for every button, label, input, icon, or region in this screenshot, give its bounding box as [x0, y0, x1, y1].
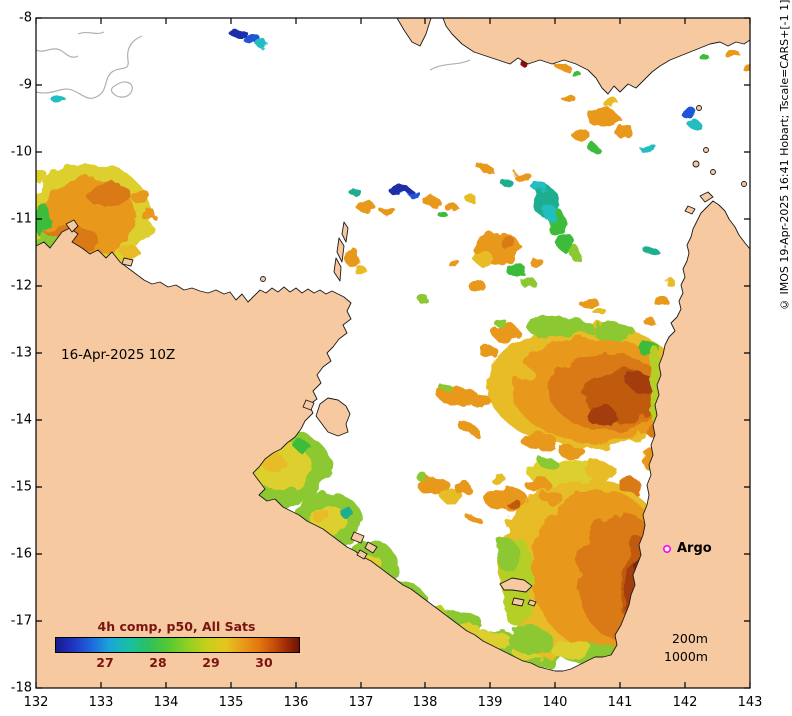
sst-region-gulf-mid: [416, 385, 555, 521]
x-tick-label: 137: [348, 695, 374, 710]
y-tick-label: -14: [10, 412, 32, 428]
x-tick-label: 139: [477, 695, 503, 710]
x-tick-label: 140: [542, 695, 568, 710]
x-tick-label: 142: [672, 695, 698, 710]
colorbar-tick-label: 27: [96, 655, 114, 670]
island-croker: [65, 219, 79, 233]
island-torres-3: [692, 160, 700, 168]
island-crocodile: [260, 276, 266, 282]
island-torres-2: [703, 147, 709, 153]
colorbar-tick-label: 29: [202, 655, 220, 670]
x-tick-label: 143: [737, 695, 763, 710]
mainland-australia: [36, 200, 750, 688]
island-wessel-1: [341, 221, 349, 243]
contour-label-200m: 200m: [671, 631, 708, 646]
credit-text: © IMOS 19-Apr-2025 16:41 Hobart; Tscale=…: [778, 0, 791, 312]
x-tick-label: 133: [88, 695, 114, 710]
dolak-wedge: [396, 18, 432, 47]
date-label: 16-Apr-2025 10Z: [61, 347, 176, 363]
island-near-tip: [684, 205, 696, 215]
bathymetry-contours: [36, 31, 471, 99]
contour-label-1000m: 1000m: [664, 649, 708, 664]
island-mornington: [499, 577, 533, 593]
y-tick-label: -10: [10, 144, 32, 160]
argo-marker: [662, 544, 671, 553]
y-tick-label: -16: [10, 546, 32, 562]
island-torres-4: [710, 169, 716, 175]
y-tick-label: -15: [10, 479, 32, 495]
island-wessel-3: [333, 257, 342, 282]
y-tick-label: -18: [10, 680, 32, 696]
colorbar-title: 4h comp, p50, All Sats: [97, 619, 256, 634]
island-bentinck: [511, 597, 525, 607]
island-pellew-1: [350, 531, 365, 544]
island-pellew-3: [356, 549, 368, 560]
island-torres-5: [741, 181, 747, 187]
y-tick-label: -11: [10, 211, 32, 227]
x-tick-label: 136: [283, 695, 309, 710]
island-sweers: [527, 599, 537, 607]
colorbar: [55, 637, 300, 653]
sst-region-gulf-central-east: [480, 317, 683, 459]
colorbar-tick-label: 28: [149, 655, 167, 670]
png-coast: [442, 18, 750, 95]
sst-region-gulf-north: [345, 163, 673, 326]
y-tick-label: -9: [19, 77, 32, 93]
x-tick-label: 132: [23, 695, 49, 710]
y-tick-label: -13: [10, 345, 32, 361]
x-tick-label: 138: [412, 695, 438, 710]
island-torres-1: [696, 105, 702, 111]
x-tick-label: 134: [153, 695, 179, 710]
island-goulburn: [121, 257, 134, 267]
colorbar-tick-label: 30: [255, 655, 273, 670]
land-layer: [36, 18, 750, 688]
x-tick-label: 135: [218, 695, 244, 710]
x-tick-label: 141: [607, 695, 633, 710]
island-groote: [315, 397, 351, 437]
y-tick-label: -17: [10, 613, 32, 629]
axis-ticks: [35, 17, 751, 689]
island-bickerton: [302, 399, 315, 411]
y-tick-label: -8: [19, 10, 32, 26]
island-wessel-2: [336, 237, 345, 263]
argo-label: Argo: [677, 541, 712, 556]
island-prince-of-wales: [699, 191, 714, 203]
island-pellew-2: [364, 541, 378, 554]
y-tick-label: -12: [10, 278, 32, 294]
